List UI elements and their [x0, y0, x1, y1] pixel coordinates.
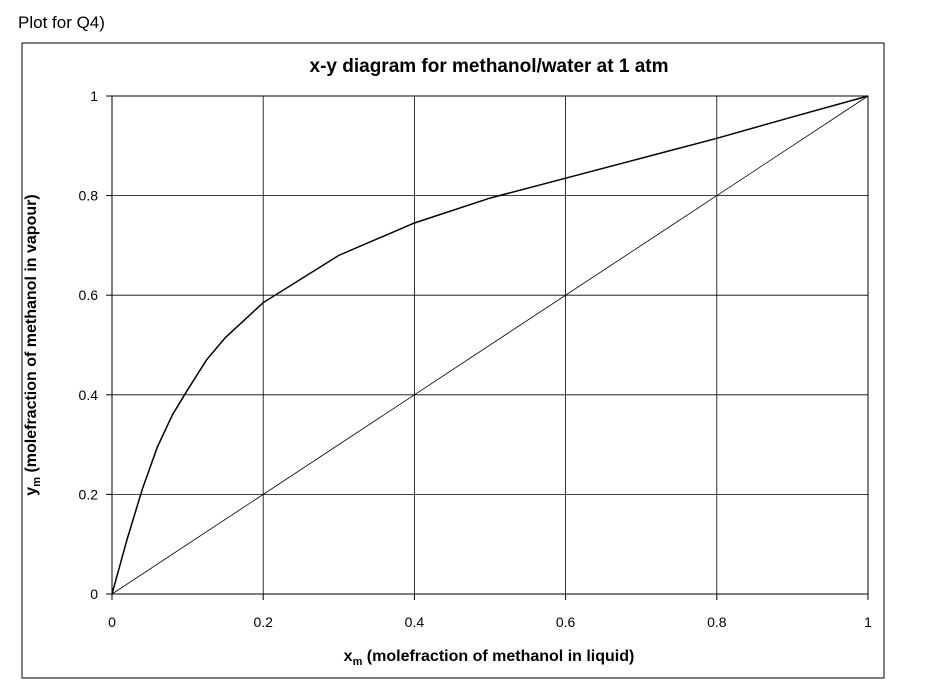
series-line: [111, 95, 869, 595]
plot-frame: [111, 95, 869, 595]
axis-label-text: ym (molefraction of methanol in vapour): [23, 194, 43, 495]
x-tick-label: 0: [108, 614, 116, 630]
axis-label-text: xm (molefraction of methanol in liquid): [344, 648, 635, 668]
x-tick-label: 0.2: [253, 614, 273, 630]
axis-text: (molefraction of methanol in liquid): [367, 648, 635, 665]
x-tick-label: 0.8: [707, 614, 727, 630]
axis-subscript: m: [353, 656, 363, 668]
y-tick-label: 1: [90, 88, 98, 104]
heading: Plot for Q4): [18, 13, 105, 32]
axis-text: (molefraction of methanol in vapour): [23, 194, 40, 472]
y-tick-label: 0: [90, 586, 98, 602]
y-tick-label: 0.4: [79, 387, 99, 403]
x-axis-label: xm (molefraction of methanol in liquid): [344, 648, 635, 668]
axis-symbol: y: [23, 487, 40, 496]
series-line: [111, 95, 869, 595]
axis-symbol: x: [344, 648, 353, 665]
y-tick-label: 0.8: [79, 188, 99, 204]
y-tick-label: 0.2: [79, 486, 99, 502]
chart-frame: [21, 42, 885, 679]
chart-title: x-y diagram for methanol/water at 1 atm: [310, 56, 669, 77]
y-axis-label: ym (molefraction of methanol in vapour): [23, 194, 43, 495]
x-tick-label: 1: [864, 614, 872, 630]
axis-subscript: m: [31, 477, 43, 487]
x-tick-label: 0.6: [556, 614, 576, 630]
y-tick-label: 0.6: [79, 287, 99, 303]
x-tick-label: 0.4: [405, 614, 425, 630]
